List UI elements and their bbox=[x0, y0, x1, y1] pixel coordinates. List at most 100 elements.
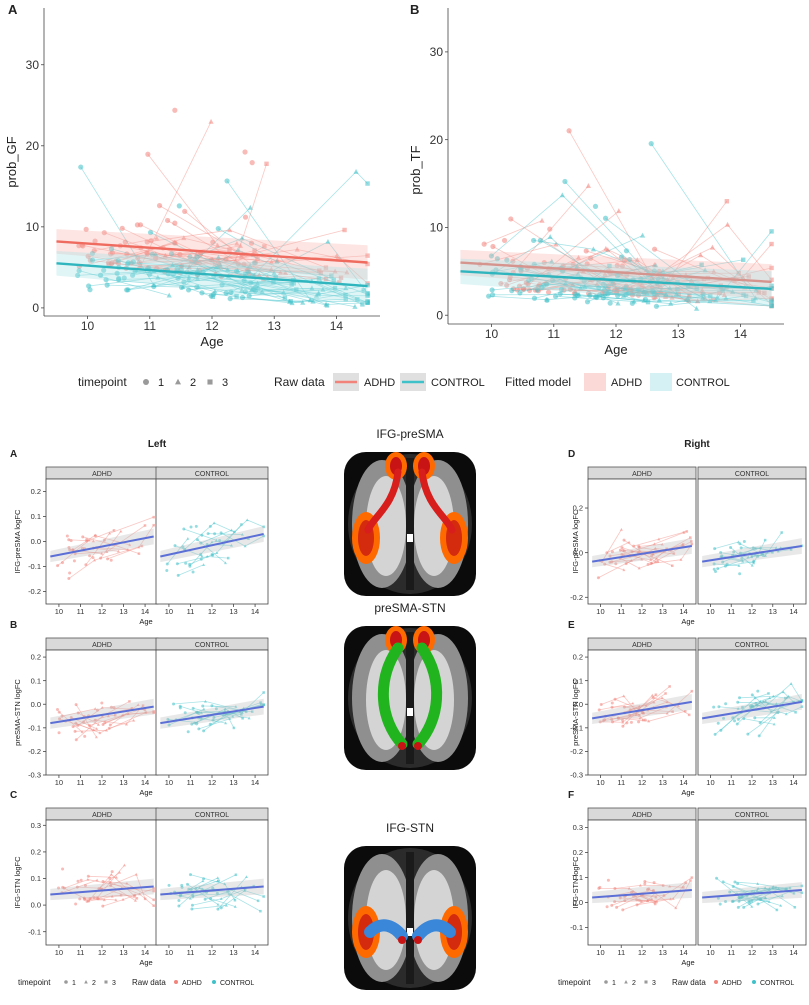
x-tick-label: 13 bbox=[672, 327, 686, 341]
y-tick-label: -0.3 bbox=[570, 771, 583, 780]
x-tick-label: 12 bbox=[609, 327, 623, 341]
facet-label: CONTROL bbox=[195, 642, 229, 649]
y-axis-title: preSMA-STN logFC bbox=[13, 679, 22, 746]
data-point bbox=[738, 572, 741, 575]
y-tick-label: 0.1 bbox=[31, 512, 41, 521]
facet-label: ADHD bbox=[92, 812, 112, 819]
x-tick-label: 12 bbox=[208, 948, 216, 957]
y-axis-title: IFG-STN logFC bbox=[13, 856, 22, 909]
x-tick-label: 10 bbox=[485, 327, 499, 341]
y-tick-label: 0.2 bbox=[31, 653, 41, 662]
ventricle-marker bbox=[407, 708, 413, 716]
data-point bbox=[224, 178, 229, 183]
data-point bbox=[566, 128, 571, 133]
x-tick-label: 13 bbox=[769, 607, 777, 616]
y-axis-title: IFG-STN logFC bbox=[571, 856, 580, 909]
legend-marker bbox=[143, 379, 149, 385]
data-point bbox=[85, 538, 88, 541]
data-point bbox=[152, 516, 155, 519]
x-tick-label: 11 bbox=[727, 948, 735, 957]
y-tick-label: 30 bbox=[26, 58, 40, 72]
x-tick-label: 12 bbox=[748, 778, 756, 787]
x-axis-title: Age bbox=[604, 342, 627, 357]
stn-left bbox=[398, 742, 406, 750]
y-axis-title: IFG-preSMA logFC bbox=[571, 509, 580, 573]
x-tick-label: 14 bbox=[789, 778, 797, 787]
data-point bbox=[671, 564, 674, 567]
x-axis-title: Age bbox=[681, 958, 694, 967]
legend-title-timepoint: timepoint bbox=[558, 978, 591, 987]
data-point bbox=[262, 691, 265, 694]
data-point bbox=[262, 895, 265, 898]
legend-label-adhd: ADHD bbox=[182, 980, 202, 987]
x-tick-label: 14 bbox=[330, 319, 344, 333]
y-tick-label: 0.2 bbox=[31, 487, 41, 496]
data-point bbox=[257, 900, 260, 903]
x-tick-label: 12 bbox=[638, 778, 646, 787]
x-tick-label: 13 bbox=[769, 778, 777, 787]
legend-key-adhd bbox=[174, 980, 178, 984]
data-point bbox=[211, 554, 214, 557]
y-tick-label: 20 bbox=[430, 133, 444, 147]
data-point bbox=[168, 884, 171, 887]
brain-title: preSMA-STN bbox=[374, 601, 445, 615]
data-point bbox=[724, 702, 727, 705]
midline bbox=[406, 852, 414, 984]
x-tick-label: 14 bbox=[734, 327, 748, 341]
x-tick-label: 11 bbox=[727, 607, 735, 616]
x-axis-title: Age bbox=[139, 788, 152, 797]
data-point bbox=[200, 534, 203, 537]
legend-label-adhd: ADHD bbox=[364, 377, 395, 389]
data-point bbox=[74, 902, 77, 905]
y-tick-label: 0.2 bbox=[573, 848, 583, 857]
data-point bbox=[209, 293, 214, 298]
data-point bbox=[776, 909, 779, 912]
legend-label-control: CONTROL bbox=[431, 377, 485, 389]
data-point bbox=[691, 876, 694, 879]
data-point bbox=[717, 722, 720, 725]
y-axis-title: IFG-preSMA logFC bbox=[13, 509, 22, 573]
legend-marker bbox=[104, 980, 107, 983]
data-point bbox=[152, 524, 155, 527]
ventricle-marker bbox=[407, 534, 413, 542]
data-point bbox=[172, 108, 177, 113]
legend-label-timepoint: 1 bbox=[158, 377, 164, 389]
x-tick-label: 14 bbox=[679, 948, 687, 957]
x-tick-label: 14 bbox=[141, 607, 149, 616]
x-tick-label: 13 bbox=[229, 948, 237, 957]
panel-label: D bbox=[568, 449, 575, 460]
data-point bbox=[151, 284, 156, 289]
x-tick-label: 10 bbox=[706, 948, 714, 957]
data-point bbox=[655, 901, 658, 904]
data-point bbox=[733, 719, 736, 722]
plot-background bbox=[698, 820, 806, 945]
x-tick-label: 14 bbox=[251, 948, 259, 957]
x-tick-label: 11 bbox=[187, 607, 195, 616]
y-tick-label: 0.0 bbox=[31, 537, 41, 546]
data-point bbox=[144, 898, 147, 901]
data-point bbox=[637, 720, 640, 723]
x-tick-label: 10 bbox=[706, 607, 714, 616]
data-point bbox=[743, 540, 746, 543]
legend-marker bbox=[207, 379, 212, 384]
x-tick-label: 10 bbox=[81, 319, 95, 333]
data-point bbox=[664, 692, 667, 695]
data-point bbox=[213, 532, 216, 535]
legend-title-timepoint: timepoint bbox=[78, 375, 127, 389]
facet-label: ADHD bbox=[92, 642, 112, 649]
y-tick-label: 0.1 bbox=[31, 676, 41, 685]
legend-label-timepoint: 2 bbox=[92, 980, 96, 987]
panel-label: B bbox=[410, 2, 419, 17]
data-point bbox=[56, 708, 59, 711]
data-point bbox=[242, 149, 247, 154]
x-tick-label: 11 bbox=[617, 778, 625, 787]
data-point bbox=[593, 204, 598, 209]
data-point bbox=[73, 559, 76, 562]
legend-title-raw: Raw data bbox=[274, 375, 325, 389]
y-tick-label: -0.1 bbox=[28, 927, 41, 936]
legend-label-fit-adhd: ADHD bbox=[611, 377, 642, 389]
data-point bbox=[490, 244, 495, 249]
y-tick-label: -0.2 bbox=[28, 747, 41, 756]
